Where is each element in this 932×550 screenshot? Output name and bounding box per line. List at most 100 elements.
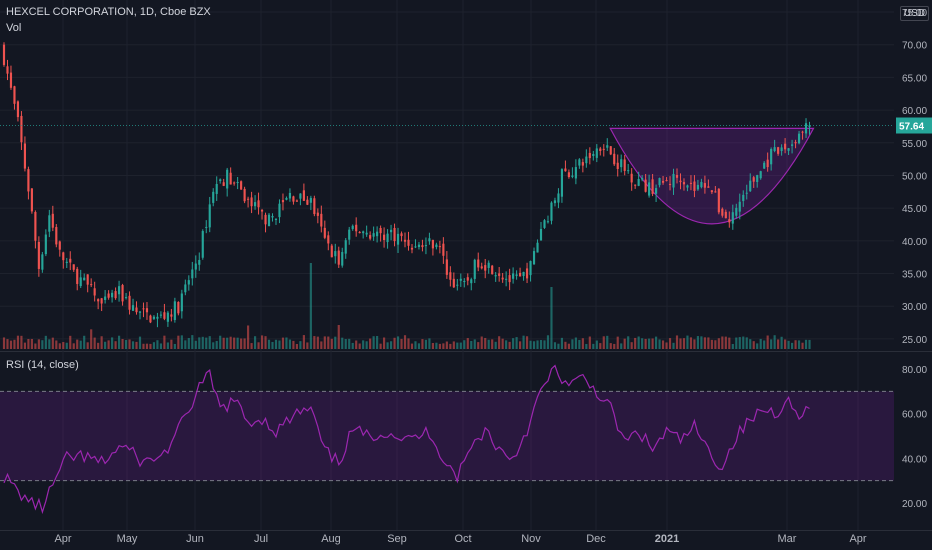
volume-bar	[505, 340, 508, 349]
candle-body	[595, 148, 598, 158]
candle-body	[208, 204, 211, 228]
volume-bar	[323, 336, 326, 349]
candle-body	[445, 259, 448, 275]
candle-body	[752, 177, 755, 182]
candle-body	[470, 279, 473, 284]
symbol-legend[interactable]: HEXCEL CORPORATION, 1D, Cboe BZX	[6, 6, 211, 18]
candle-body	[48, 215, 51, 232]
candle-body	[274, 218, 278, 220]
candle-body	[330, 245, 333, 258]
candle-body	[435, 244, 438, 248]
candle-body	[111, 292, 114, 298]
volume-bar	[65, 342, 68, 349]
volume-bar	[424, 339, 428, 349]
volume-bar	[386, 342, 389, 349]
price-tick-label: 70.00	[902, 41, 927, 52]
volume-bar	[682, 338, 686, 349]
candle-body	[30, 188, 33, 212]
candle-body	[707, 186, 710, 188]
candle-body	[484, 265, 487, 271]
price-tick-label: 30.00	[902, 302, 927, 313]
volume-bar	[23, 342, 27, 349]
volume-legend[interactable]: Vol	[6, 22, 22, 34]
candle-body	[351, 225, 354, 230]
candle-body	[107, 293, 110, 298]
candle-body	[229, 172, 232, 185]
candle-body	[306, 199, 309, 205]
volume-bar	[240, 338, 243, 349]
candle-body	[205, 226, 208, 228]
volume-bar	[759, 338, 762, 349]
volume-bar	[428, 338, 431, 349]
volume-bar	[383, 337, 386, 349]
rsi-tick-label: 40.00	[902, 454, 927, 465]
candle-body	[362, 231, 365, 234]
volume-bar	[222, 337, 225, 349]
candle-body	[166, 312, 169, 322]
candle-body	[623, 159, 626, 171]
price-axis[interactable]: 25.00 30.00 35.00 40.00 45.00 50.00 55.00 60.00…	[902, 8, 927, 346]
volume-bar	[696, 336, 700, 349]
rsi-legend[interactable]: RSI (14, close)	[6, 359, 79, 371]
candle-body	[581, 162, 584, 166]
volume-bar	[327, 336, 330, 349]
volume-bar	[219, 335, 222, 349]
volume-bar	[292, 340, 295, 349]
candle-body	[421, 245, 424, 248]
volume-bar	[651, 338, 654, 349]
volume-bar	[630, 342, 633, 349]
candle-body	[553, 200, 557, 204]
volume-bar	[69, 335, 72, 349]
volume-bar	[30, 338, 33, 349]
volume-bar	[473, 339, 476, 349]
candle-body	[738, 201, 741, 212]
last-price-label: 57.64	[899, 122, 924, 133]
volume-bar	[58, 343, 61, 349]
candle-body	[665, 180, 668, 182]
volume-bar	[396, 336, 400, 349]
volume-bar	[463, 340, 466, 349]
volume-bar	[355, 340, 358, 349]
candle-body	[365, 232, 368, 235]
volume-bar	[226, 337, 229, 349]
candle-body	[201, 231, 204, 258]
volume-bar	[529, 340, 532, 349]
candle-body	[386, 233, 389, 243]
time-axis[interactable]: Apr May Jun Jul Aug Sep Oct Nov Dec 2021 Mar Apr	[54, 533, 866, 545]
candle-body	[770, 149, 773, 165]
volume-bar	[348, 338, 351, 349]
volume-bar	[83, 335, 86, 349]
candle-body	[442, 243, 445, 256]
volume-bar	[62, 342, 65, 349]
volume-bar	[417, 343, 421, 349]
volume-bar	[260, 335, 264, 349]
time-tick-label: Jun	[186, 533, 204, 545]
volume-bar	[173, 343, 176, 349]
currency-badge[interactable]: USD	[899, 6, 929, 21]
price-tick-label: 40.00	[902, 237, 927, 248]
candle-body	[236, 181, 239, 183]
candle-body	[2, 44, 6, 65]
volume-bar	[41, 340, 44, 349]
volume-bar	[341, 337, 344, 349]
candle-body	[627, 170, 630, 172]
volume-bar	[522, 335, 525, 349]
candle-body	[648, 182, 651, 196]
candle-body	[686, 185, 689, 188]
candle-body	[672, 173, 675, 188]
candle-body	[114, 291, 117, 299]
candle-body	[51, 213, 54, 228]
candle-body	[525, 268, 529, 279]
candle-body	[428, 238, 431, 242]
candle-body	[156, 316, 159, 319]
rsi-axis[interactable]: 20.00 40.00 60.00 80.00	[902, 365, 927, 510]
candle-body	[498, 273, 501, 276]
candle-body	[27, 169, 30, 192]
candle-body	[588, 152, 591, 159]
cup-pattern-annotation[interactable]	[609, 127, 815, 225]
volume-bar	[316, 336, 319, 349]
volume-bar	[665, 342, 668, 349]
volume-bar	[2, 337, 6, 349]
candle-body	[759, 171, 762, 179]
